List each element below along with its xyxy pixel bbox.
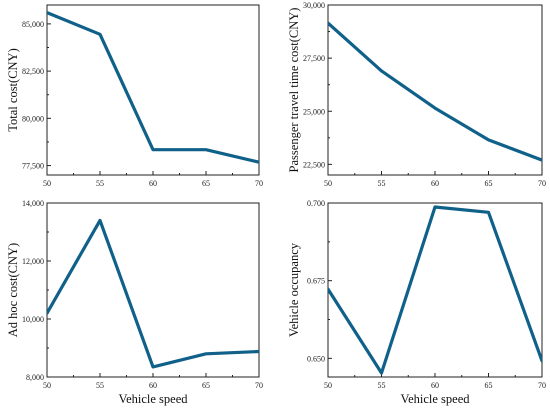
y-tick-label: 0.700 — [307, 199, 325, 208]
y-tick-label: 0.650 — [307, 354, 325, 363]
x-tick-label: 70 — [538, 179, 546, 188]
chart-panel-1: 50 55 60 65 70 77,500 80,000 82,500 85,000 Total … — [6, 4, 263, 188]
x-axis-label: Vehicle speed — [400, 392, 470, 406]
series-line — [47, 11, 259, 164]
y-tick-label: 10,000 — [22, 315, 44, 324]
y-tick-label: 25,000 — [303, 107, 325, 116]
y-axis-label: Vehicle occupancy — [287, 242, 301, 337]
x-tick-label: 55 — [96, 179, 104, 188]
x-tick-label: 70 — [255, 179, 263, 188]
x-tick-label: 65 — [485, 381, 493, 390]
y-tick-label: 80,000 — [22, 114, 44, 123]
y-tick-label: 8,000 — [26, 373, 44, 382]
x-tick-label: 70 — [538, 381, 546, 390]
y-tick-label: 22,500 — [303, 160, 325, 169]
plot-frame — [327, 202, 543, 378]
series-line — [328, 205, 542, 375]
y-axis-label: Ad hoc cost(CNY) — [6, 243, 20, 337]
y-tick-label: 82,500 — [22, 67, 44, 76]
x-tick-label: 65 — [202, 381, 210, 390]
x-tick-label: 70 — [255, 381, 263, 390]
plot-frame — [46, 202, 260, 378]
x-tick-label: 55 — [96, 381, 104, 390]
x-tick-label: 50 — [324, 179, 332, 188]
series-line — [47, 218, 259, 369]
x-tick-label: 50 — [324, 381, 332, 390]
x-tick-label: 60 — [149, 179, 157, 188]
y-tick-label: 0.675 — [307, 277, 325, 286]
x-tick-label: 55 — [378, 179, 386, 188]
y-tick-label: 85,000 — [22, 20, 44, 29]
x-tick-label: 65 — [202, 179, 210, 188]
chart-panel-3: 50 55 60 65 70 8,000 10,000 12,000 14,000 Ad hoc … — [6, 199, 263, 406]
chart-panel-2: 50 55 60 65 70 22,500 25,000 27,500 30,000Passen… — [287, 1, 546, 188]
y-tick-label: 30,000 — [303, 1, 325, 10]
x-tick-label: 55 — [378, 381, 386, 390]
chart-panel-4: 50 55 60 65 70 0.650 0.675 0.700 Vehicle occupan… — [287, 199, 546, 406]
series-line — [328, 21, 542, 162]
x-tick-label: 50 — [43, 381, 51, 390]
x-tick-label: 50 — [43, 179, 51, 188]
x-tick-label: 60 — [149, 381, 157, 390]
x-tick-label: 60 — [431, 179, 439, 188]
x-tick-label: 60 — [431, 381, 439, 390]
x-axis-label: Vehicle speed — [118, 392, 188, 406]
y-tick-label: 14,000 — [22, 199, 44, 208]
y-tick-label: 12,000 — [22, 257, 44, 266]
y-tick-label: 77,500 — [22, 162, 44, 171]
x-tick-label: 65 — [485, 179, 493, 188]
y-axis-label: Passenger travel time cost(CNY) — [287, 8, 301, 173]
y-axis-label: Total cost(CNY) — [6, 48, 20, 131]
y-tick-label: 27,500 — [303, 54, 325, 63]
